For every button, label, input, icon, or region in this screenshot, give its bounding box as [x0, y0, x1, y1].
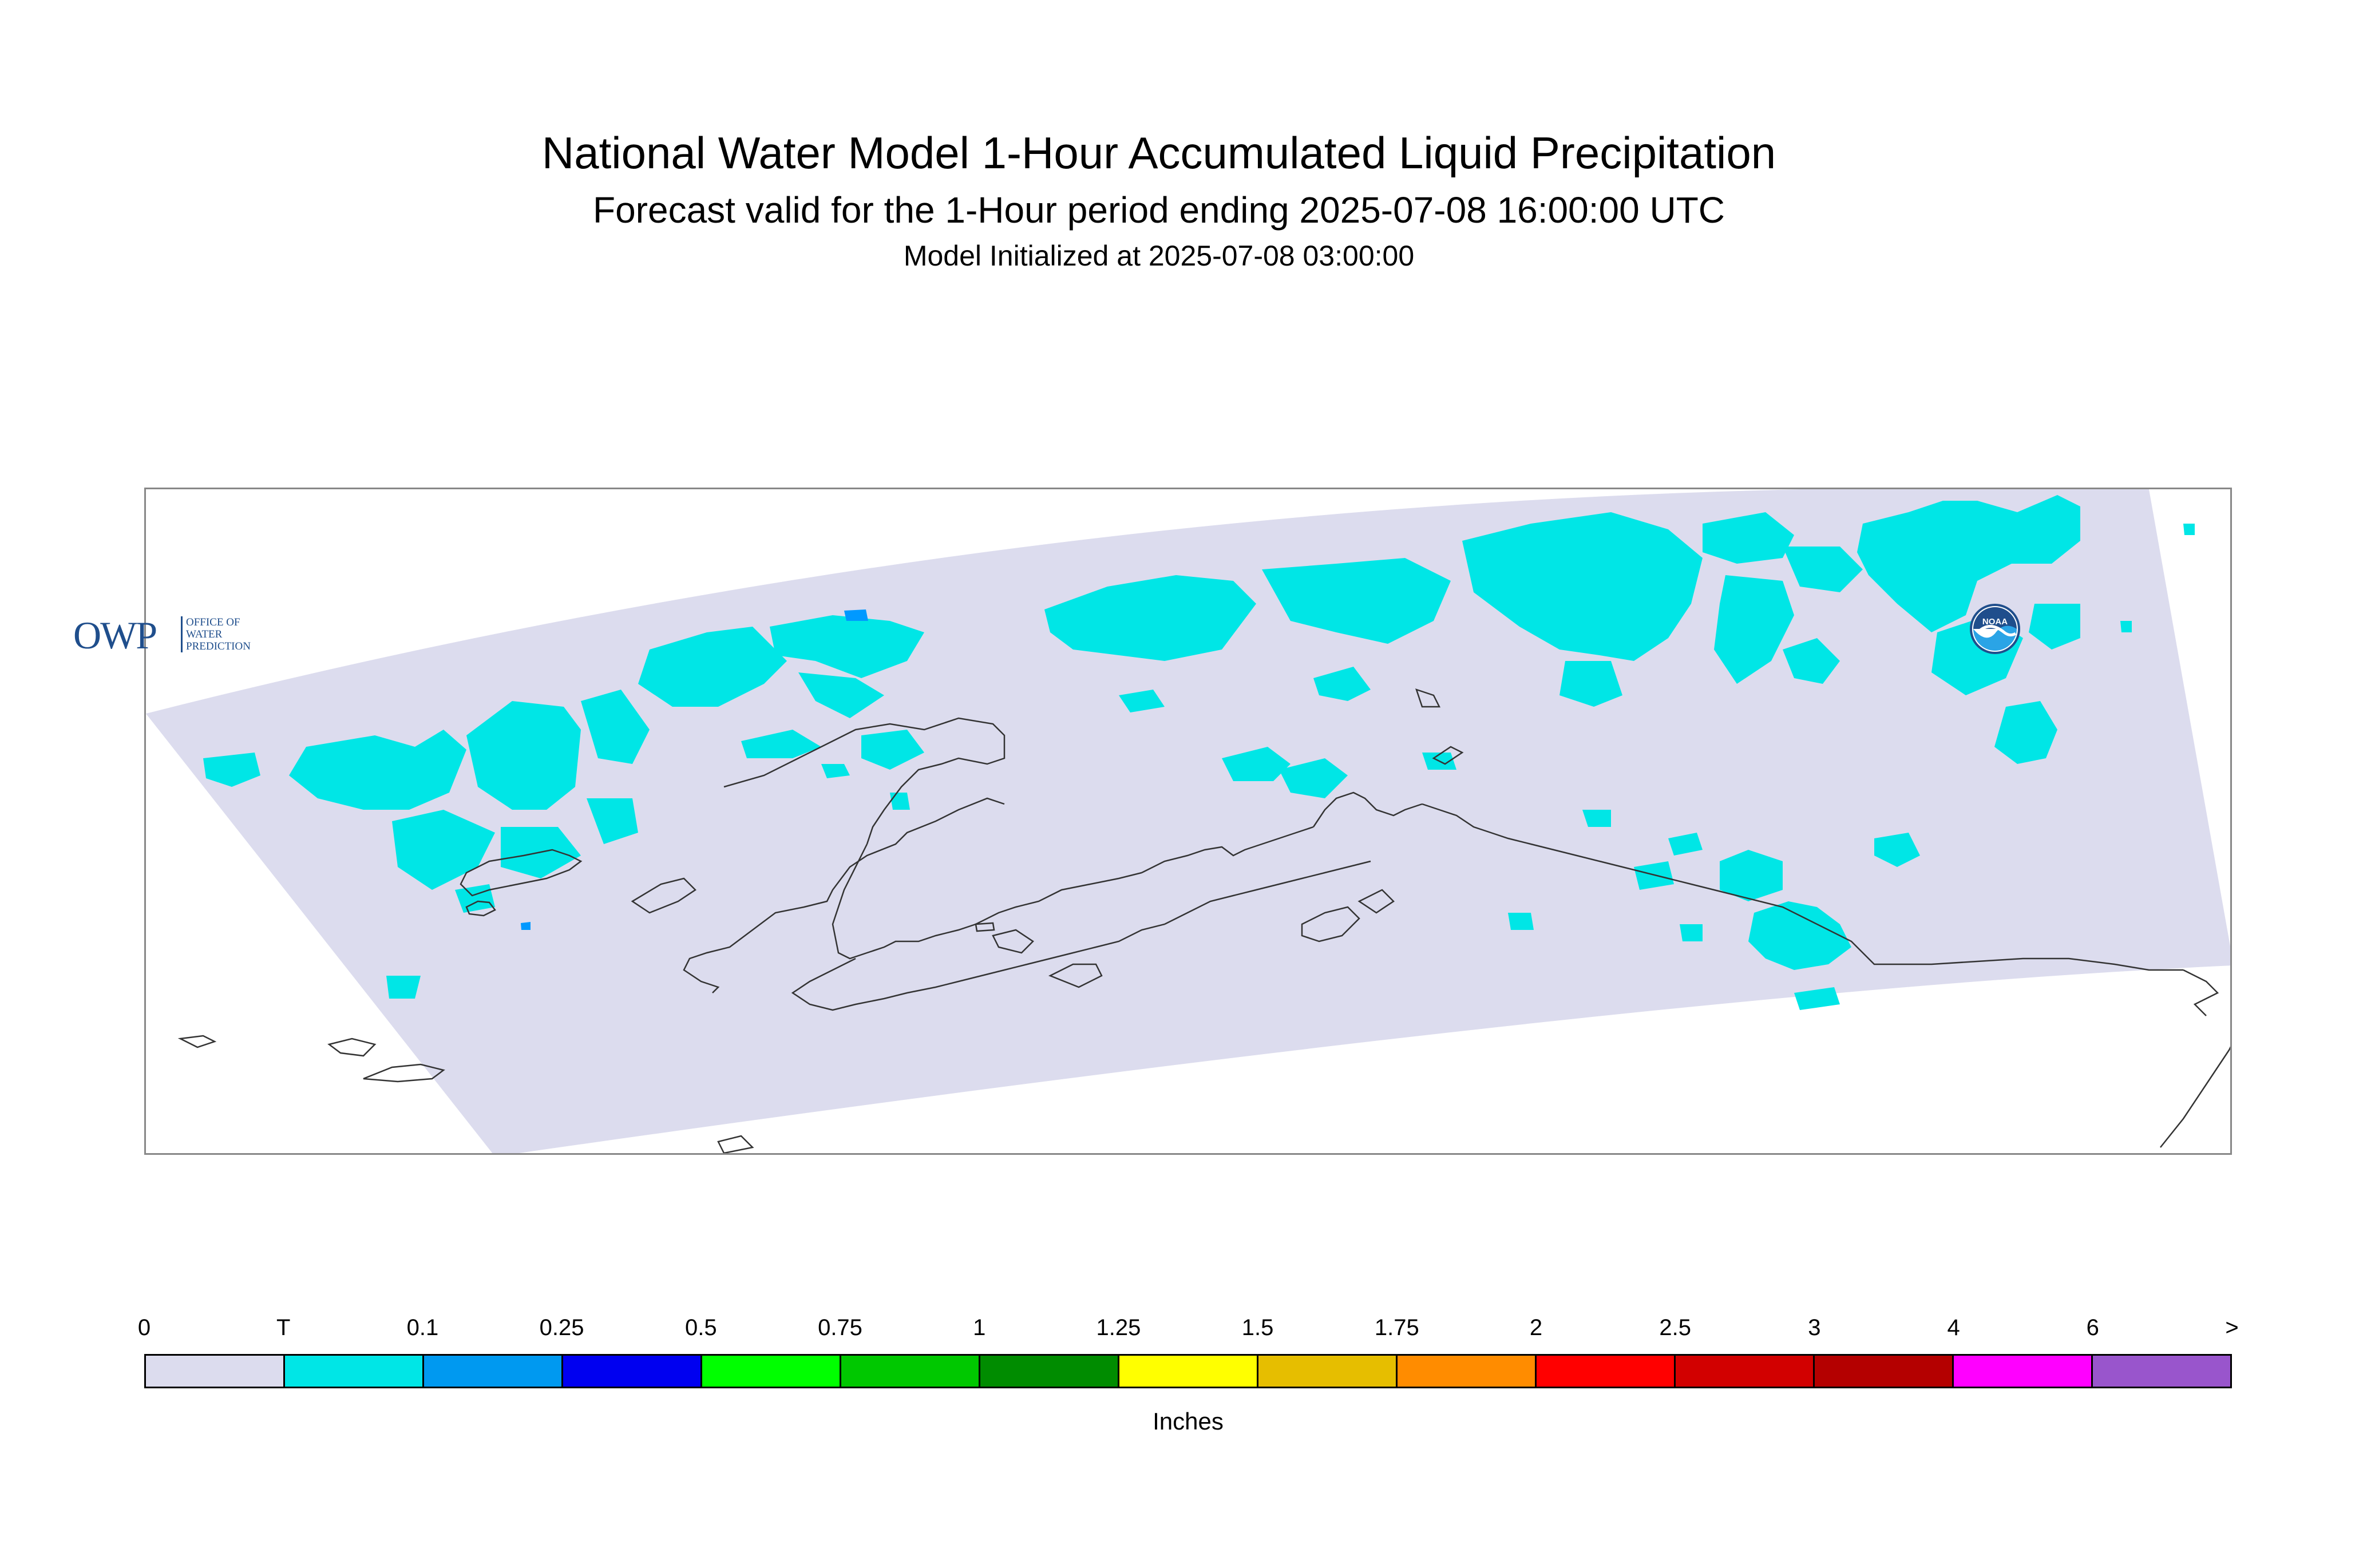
legend-swatch — [841, 1356, 980, 1387]
legend-tick-label: 2 — [1529, 1315, 1543, 1340]
legend-tick-label: 1 — [973, 1315, 986, 1340]
legend-tick-label: 1.75 — [1374, 1315, 1419, 1340]
legend-swatch — [1537, 1356, 1676, 1387]
precip-light-areas — [521, 609, 868, 930]
legend-color-bar — [144, 1354, 2232, 1388]
forecast-valid-subtitle: Forecast valid for the 1-Hour period end… — [592, 189, 1725, 231]
legend-swatch — [702, 1356, 841, 1387]
legend-tick-label: 1.5 — [1241, 1315, 1274, 1340]
legend-swatch — [1258, 1356, 1398, 1387]
model-init-line: Model Initialized at 2025-07-08 03:00:00 — [903, 240, 1415, 272]
legend-swatch — [2093, 1356, 2230, 1387]
legend-units: Inches — [1153, 1408, 1224, 1435]
legend-tick-label: 4 — [1947, 1315, 1960, 1340]
legend-tick-label: T — [276, 1315, 291, 1340]
legend-swatch — [980, 1356, 1119, 1387]
noaa-logo: NOAA — [1970, 604, 2020, 654]
legend-swatch — [285, 1356, 424, 1387]
legend-swatch — [1398, 1356, 1537, 1387]
legend-swatch — [1954, 1356, 2093, 1387]
map-title: National Water Model 1-Hour Accumulated … — [541, 128, 1776, 178]
coastlines — [177, 688, 2230, 1153]
legend-tick-label: > — [2225, 1315, 2239, 1340]
legend-tick-label: 2.5 — [1659, 1315, 1691, 1340]
legend-swatch — [1119, 1356, 1258, 1387]
precip-trace-areas — [203, 495, 2195, 1010]
owp-logo: OWP OFFICE OF WATER PREDICTION — [73, 615, 279, 655]
legend-tick-label: 0.1 — [406, 1315, 439, 1340]
legend-tick-label: 0 — [137, 1315, 151, 1340]
legend-swatch — [424, 1356, 563, 1387]
noaa-logo-text: NOAA — [1982, 617, 2008, 627]
legend-tick-label: 0.25 — [539, 1315, 584, 1340]
legend-swatch — [1815, 1356, 1954, 1387]
legend-tick-label: 0.75 — [818, 1315, 862, 1340]
precipitation-map — [146, 489, 2230, 1153]
owp-logo-letters: OWP — [73, 613, 157, 657]
legend-swatch — [146, 1356, 285, 1387]
legend-tick-label: 1.25 — [1096, 1315, 1141, 1340]
legend-tick-label: 0.5 — [684, 1315, 717, 1340]
legend-swatch — [563, 1356, 702, 1387]
color-legend: 0 T 0.1 0.25 0.5 0.75 1 1.25 1.5 1.75 2 2.5 3 4 6 > Inc… — [138, 1299, 2239, 1442]
legend-swatch — [1676, 1356, 1815, 1387]
legend-tick-label: 3 — [1808, 1315, 1821, 1340]
owp-logo-text: OFFICE OF WATER PREDICTION — [181, 616, 251, 652]
legend-tick-label: 6 — [2086, 1315, 2099, 1340]
map-panel — [144, 488, 2232, 1155]
